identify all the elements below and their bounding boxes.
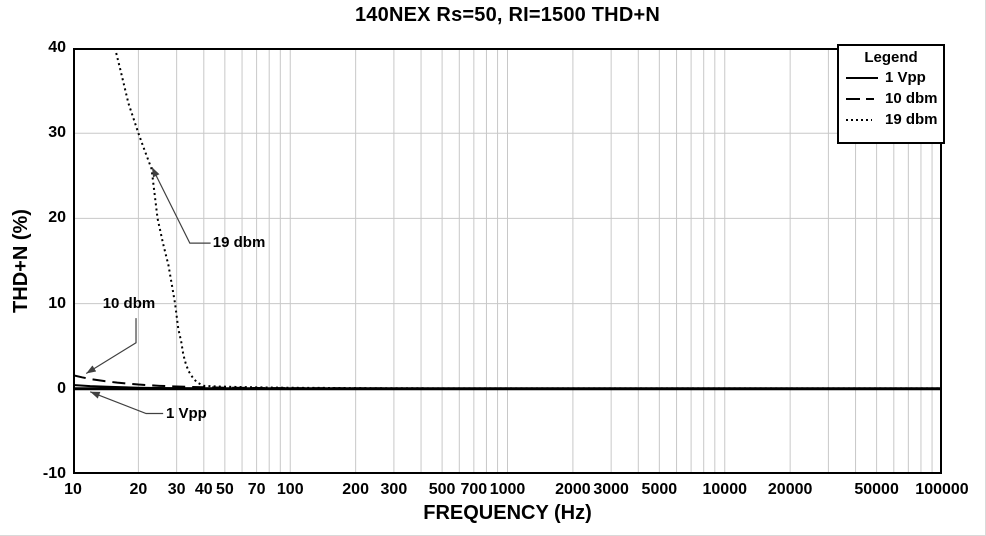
plot-border bbox=[73, 48, 942, 474]
x-tick-label: 70 bbox=[247, 481, 266, 498]
x-tick-label: 100000 bbox=[915, 481, 969, 498]
x-tick-label: 200 bbox=[342, 481, 369, 498]
x-tick-label: 10 bbox=[64, 481, 82, 498]
x-tick-label: 1000 bbox=[489, 481, 526, 498]
annotation-leader-0 bbox=[151, 167, 211, 244]
y-tick-label: 30 bbox=[48, 124, 66, 142]
x-tick-label: 10000 bbox=[702, 481, 748, 498]
legend-title: Legend bbox=[864, 49, 918, 66]
legend-entry-10dbm: 10 dbm bbox=[845, 88, 938, 109]
legend-label: 1 Vpp bbox=[885, 69, 926, 86]
annotation-1vpp: 1 Vpp bbox=[166, 404, 207, 422]
annotation-10dbm: 10 dbm bbox=[102, 294, 156, 312]
chart-title: 140NEX Rs=50, RI=1500 THD+N bbox=[354, 4, 660, 26]
x-tick-label: 20 bbox=[129, 481, 148, 498]
dotted-line-sample-icon bbox=[846, 118, 872, 121]
y-tick-label: -10 bbox=[42, 465, 66, 482]
series-19-dbm bbox=[113, 48, 942, 390]
x-tick-label: 20000 bbox=[767, 481, 813, 498]
legend-entry-1vpp: 1 Vpp bbox=[845, 67, 937, 88]
x-tick-label: 40 bbox=[194, 481, 213, 498]
annotation-leader-1 bbox=[85, 318, 137, 374]
legend-label: 10 dbm bbox=[885, 90, 938, 107]
solid-line-sample-icon bbox=[846, 76, 878, 79]
x-tick-label: 50 bbox=[215, 481, 234, 498]
legend-entry-19dbm: 19 dbm bbox=[845, 109, 938, 130]
x-tick-label: 2000 bbox=[555, 481, 591, 498]
x-tick-label: 300 bbox=[380, 481, 408, 498]
legend-label: 19 dbm bbox=[885, 111, 938, 128]
x-axis-title: FREQUENCY (Hz) bbox=[423, 502, 592, 524]
legend: Legend 1 Vpp 10 dbm 19 dbm bbox=[837, 44, 945, 144]
x-tick-label: 700 bbox=[460, 481, 488, 498]
plot-area bbox=[73, 48, 942, 474]
y-axis-title: THD+N (%) bbox=[10, 209, 32, 313]
x-tick-label: 50000 bbox=[854, 481, 899, 498]
y-tick-label: 10 bbox=[48, 294, 66, 312]
annotation-leader-2 bbox=[89, 391, 164, 415]
x-tick-label: 5000 bbox=[641, 481, 678, 498]
x-tick-label: 30 bbox=[167, 481, 186, 498]
annotation-19dbm: 19 dbm bbox=[212, 234, 266, 252]
y-tick-label: 40 bbox=[48, 39, 66, 56]
x-tick-label: 100 bbox=[276, 481, 304, 498]
dashed-line-sample-icon bbox=[846, 97, 878, 100]
y-tick-label: 20 bbox=[48, 209, 66, 227]
gridlines bbox=[75, 50, 940, 472]
x-tick-label: 500 bbox=[428, 481, 456, 498]
x-tick-label: 3000 bbox=[593, 481, 629, 498]
y-tick-label: 0 bbox=[57, 379, 66, 397]
